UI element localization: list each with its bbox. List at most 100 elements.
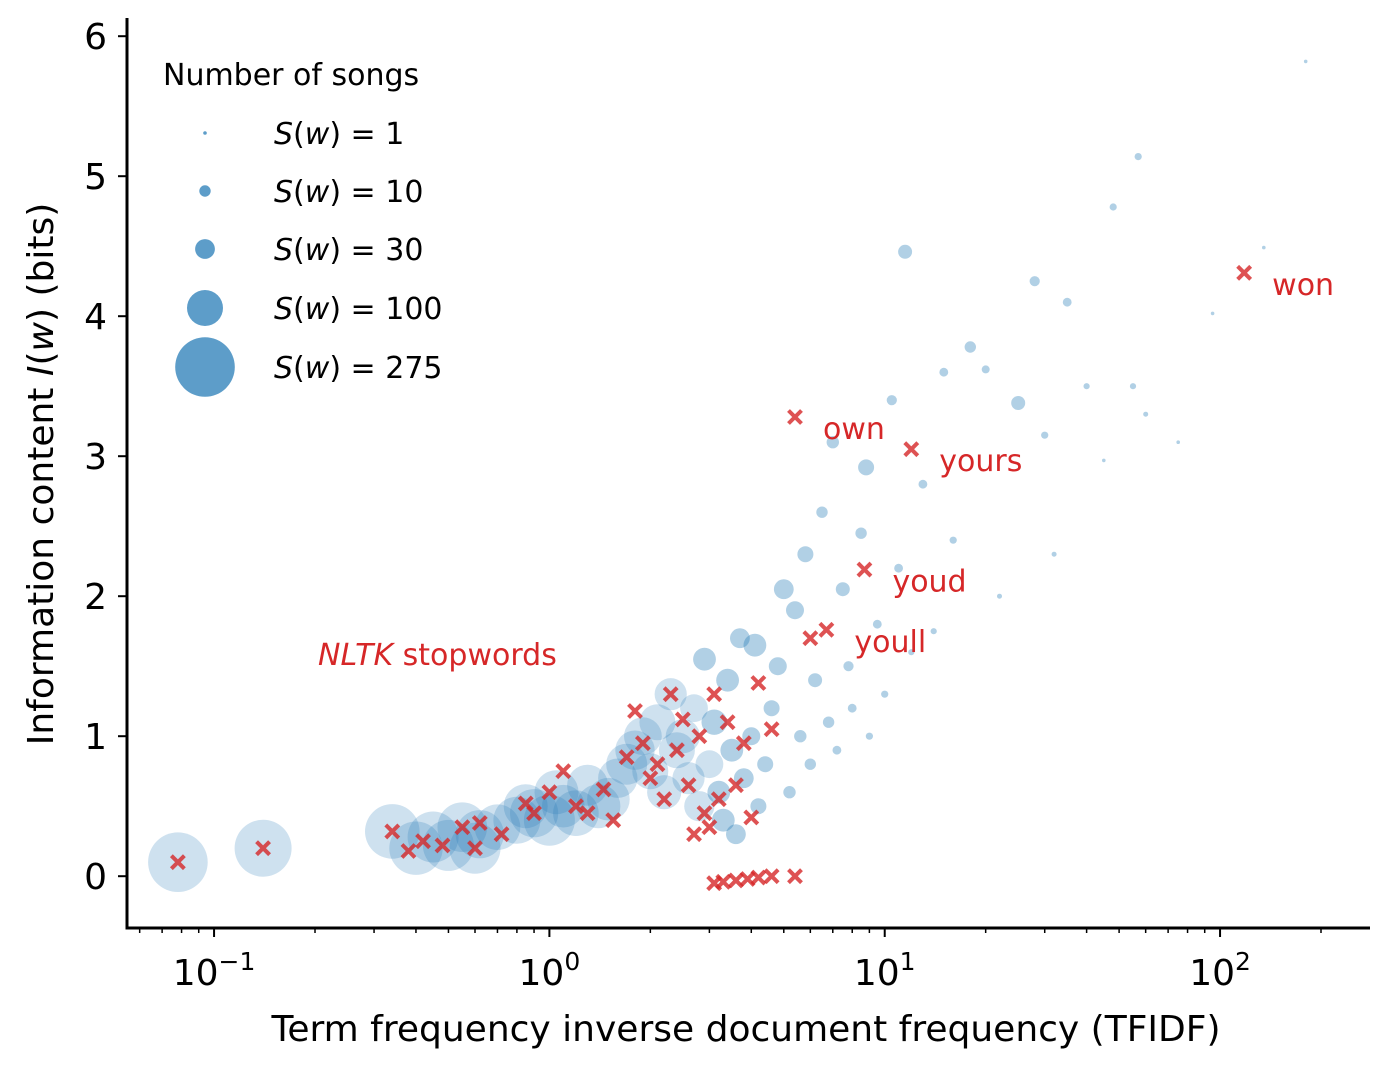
stopword-marker — [674, 711, 691, 728]
word-point — [1062, 297, 1072, 307]
word-annotation: won — [1272, 268, 1334, 303]
legend-title: Number of songs — [163, 58, 419, 93]
word-point — [1129, 383, 1137, 390]
stopword-marker — [668, 742, 685, 759]
stopword-marker — [579, 805, 596, 822]
x-tick-label: 102 — [1189, 947, 1251, 994]
legend-marker — [195, 239, 215, 259]
stopword-marker — [169, 854, 186, 871]
y-tick-label: 5 — [84, 157, 107, 198]
word-point — [707, 780, 731, 804]
stopword-marker — [787, 868, 803, 885]
word-point — [930, 628, 937, 635]
stopword-marker — [719, 714, 736, 731]
stopword-marker — [415, 833, 431, 850]
word-point — [918, 479, 928, 489]
word-point — [964, 341, 976, 353]
x-tick-label: 10−1 — [173, 947, 256, 994]
stopword-marker — [787, 409, 803, 425]
word-annotation: own — [823, 412, 885, 447]
y-tick-label: 0 — [84, 857, 107, 898]
word-point — [881, 690, 889, 698]
word-annotation: youll — [854, 625, 926, 660]
word-point — [730, 628, 750, 649]
word-point — [587, 777, 630, 821]
stopword-marker — [680, 777, 697, 794]
y-tick-label: 2 — [84, 577, 107, 618]
stopword-marker — [627, 703, 643, 719]
word-point — [598, 758, 638, 798]
word-point — [773, 579, 794, 600]
stopword-marker — [471, 815, 488, 831]
word-point — [783, 786, 796, 799]
x-tick-label: 101 — [854, 947, 916, 994]
stopword-markers-layer — [169, 264, 1253, 892]
word-point — [1134, 153, 1142, 161]
stopword-marker — [255, 840, 271, 857]
stopword-marker — [763, 868, 780, 885]
y-axis-label: Information content I(w) (bits) — [21, 203, 62, 746]
word-point — [474, 804, 521, 850]
word-point — [1011, 396, 1026, 410]
word-point — [894, 563, 903, 573]
word-point — [1041, 431, 1049, 439]
word-point — [720, 738, 744, 762]
word-point — [804, 758, 816, 770]
stopword-marker — [595, 781, 612, 798]
stopword-marker — [434, 837, 451, 854]
word-point — [1102, 458, 1106, 463]
stopword-marker — [750, 675, 767, 691]
word-point — [786, 601, 804, 620]
word-point — [750, 798, 767, 815]
stopword-marker — [696, 805, 713, 822]
word-point — [763, 700, 780, 717]
y-tick-label: 6 — [84, 17, 107, 58]
word-point — [534, 770, 579, 815]
legend-label: S(w) = 30 — [274, 233, 423, 268]
word-point — [693, 647, 716, 671]
stopword-marker — [701, 819, 718, 836]
word-point — [847, 703, 857, 713]
word-point — [726, 824, 746, 845]
stopword-marker — [454, 819, 471, 836]
word-point — [701, 709, 727, 735]
stopword-marker — [634, 735, 651, 752]
word-point — [855, 527, 867, 539]
word-point — [822, 716, 835, 728]
word-point — [1029, 276, 1040, 287]
legend-label: S(w) = 10 — [274, 175, 423, 210]
y-axis-ticks: 0 1 2 3 4 5 6 — [84, 17, 127, 898]
word-point — [1109, 203, 1117, 211]
nltk-stopwords-label: NLTK stopwords — [318, 638, 557, 673]
stopword-marker — [735, 735, 752, 752]
word-point — [743, 633, 767, 657]
word-point — [1051, 551, 1057, 557]
stopword-marker — [750, 869, 767, 886]
legend-label: S(w) = 1 — [274, 117, 404, 152]
stopword-marker — [691, 728, 708, 745]
word-point — [816, 506, 828, 518]
word-point — [797, 546, 814, 563]
stopword-marker — [710, 791, 727, 808]
word-point — [908, 649, 915, 656]
word-point — [843, 661, 854, 672]
stopword-marker — [743, 809, 760, 826]
x-tick-label: 100 — [519, 947, 581, 994]
word-point — [865, 732, 874, 740]
stopword-marker — [605, 812, 622, 829]
legend-label: S(w) = 100 — [274, 292, 443, 327]
x-axis-label: Term frequency inverse document frequenc… — [270, 1009, 1220, 1050]
stopword-marker — [856, 561, 873, 578]
word-point — [832, 745, 842, 755]
word-point — [1303, 59, 1308, 64]
stopword-marker — [649, 756, 666, 773]
legend-marker — [175, 337, 235, 397]
word-point — [886, 395, 897, 406]
stopword-marker — [728, 777, 744, 794]
word-point — [1176, 440, 1180, 445]
word-point — [794, 730, 807, 743]
stopword-marker — [818, 621, 835, 638]
word-point — [898, 244, 913, 259]
word-point — [665, 719, 700, 754]
word-annotation: youd — [892, 565, 966, 600]
